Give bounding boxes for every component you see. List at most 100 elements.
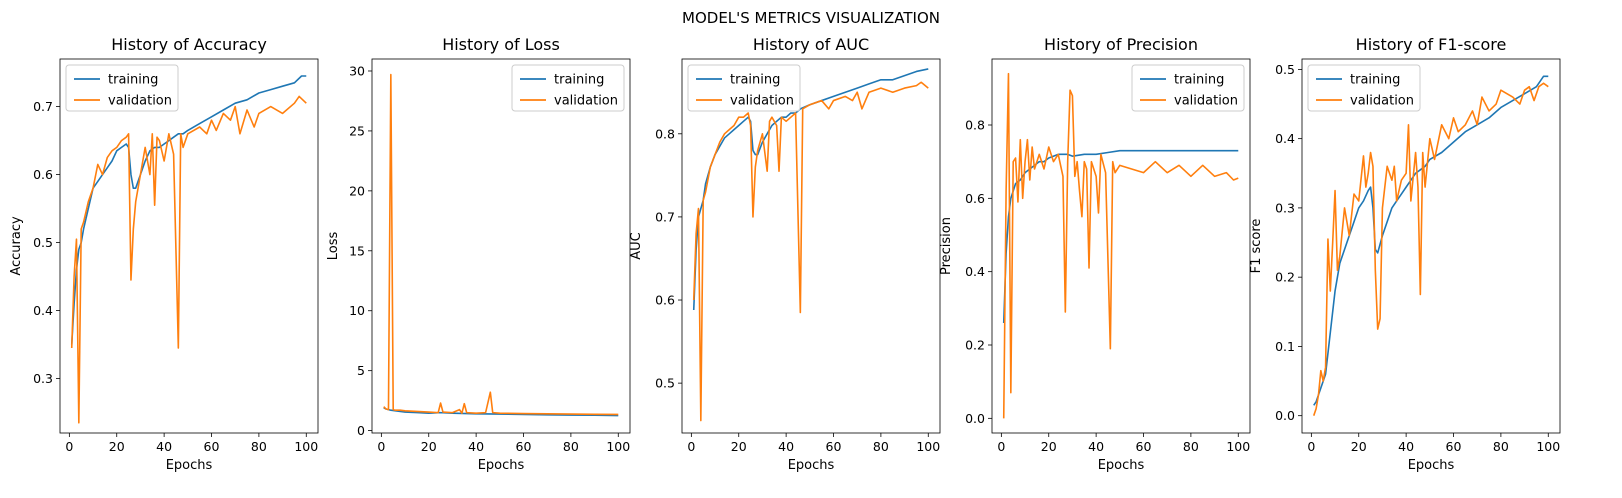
panel-accuracy: History of Accuracy 0 20 40 60 80 100 0.3 0.4 0.5… bbox=[9, 35, 319, 473]
legend-label-validation: validation bbox=[1174, 94, 1238, 109]
y-tick-label: 0.7 bbox=[655, 209, 675, 224]
panel-loss: History of Loss 0 20 40 60 80 100 0 5 10 15 20 25 30 E… bbox=[326, 35, 631, 473]
figure-suptitle: MODEL'S METRICS VISUALIZATION bbox=[682, 9, 940, 27]
x-tick-label: 100 bbox=[606, 439, 630, 454]
x-tick-label: 20 bbox=[731, 439, 747, 454]
plot-frame bbox=[1301, 58, 1561, 434]
x-tick-label: 80 bbox=[563, 439, 579, 454]
panel-auc: History of AUC 0 20 40 60 80 100 0.5 0.6 0.7 0.8 Ep… bbox=[629, 35, 941, 473]
x-tick-label: 80 bbox=[1493, 439, 1509, 454]
x-tick-label: 40 bbox=[1088, 439, 1104, 454]
y-tick-label: 15 bbox=[349, 243, 365, 258]
y-tick-label: 0.4 bbox=[1275, 131, 1295, 146]
panel-f1-score: History of F1-score 0 20 40 60 80 100 0.0 0.1 0.2… bbox=[1249, 35, 1561, 473]
x-tick-label: 0 bbox=[1307, 439, 1315, 454]
legend-label-validation: validation bbox=[554, 94, 618, 109]
y-tick-label: 0.5 bbox=[33, 235, 53, 250]
y-axis-label: Accuracy bbox=[9, 216, 24, 276]
x-axis-label: Epochs bbox=[1408, 458, 1455, 473]
legend-label-training: training bbox=[554, 73, 604, 88]
x-tick-label: 20 bbox=[1041, 439, 1057, 454]
x-tick-label: 0 bbox=[687, 439, 695, 454]
legend: training validation bbox=[1307, 64, 1421, 112]
y-tick-label: 0.6 bbox=[965, 191, 985, 206]
x-axis-label: Epochs bbox=[1098, 458, 1145, 473]
y-tick-label: 0.8 bbox=[655, 126, 675, 141]
x-tick-label: 40 bbox=[1398, 439, 1414, 454]
x-tick-label: 40 bbox=[156, 439, 172, 454]
panel-title: History of Loss bbox=[442, 35, 560, 54]
y-tick-label: 0.2 bbox=[965, 338, 985, 353]
series-line-training bbox=[1002, 149, 1239, 324]
x-tick-label: 80 bbox=[1183, 439, 1199, 454]
x-tick-label: 100 bbox=[916, 439, 940, 454]
panel-title: History of AUC bbox=[753, 35, 869, 54]
y-tick-label: 0.7 bbox=[33, 99, 53, 114]
series-line-training bbox=[1313, 75, 1549, 406]
x-tick-label: 80 bbox=[251, 439, 267, 454]
y-tick-label: 0.0 bbox=[965, 411, 985, 426]
panel-title: History of F1-score bbox=[1356, 35, 1507, 54]
legend-label-training: training bbox=[730, 73, 780, 88]
x-tick-label: 100 bbox=[1536, 439, 1560, 454]
y-tick-label: 25 bbox=[349, 123, 365, 138]
y-tick-label: 20 bbox=[349, 183, 365, 198]
panel-precision: History of Precision 0 20 40 60 80 100 0.0 0.2 0.… bbox=[939, 35, 1251, 473]
x-tick-label: 60 bbox=[826, 439, 842, 454]
x-tick-label: 60 bbox=[1446, 439, 1462, 454]
series-line-validation bbox=[383, 73, 619, 416]
y-tick-label: 0.3 bbox=[1275, 200, 1295, 215]
y-tick-label: 0.5 bbox=[655, 376, 675, 391]
x-tick-label: 0 bbox=[997, 439, 1005, 454]
x-tick-label: 60 bbox=[1136, 439, 1152, 454]
legend: training validation bbox=[511, 64, 625, 112]
panel-title: History of Accuracy bbox=[111, 35, 267, 54]
legend-label-validation: validation bbox=[730, 94, 794, 109]
y-tick-label: 0.8 bbox=[965, 118, 985, 133]
legend: training validation bbox=[1131, 64, 1245, 112]
y-tick-label: 0.3 bbox=[33, 371, 53, 386]
x-tick-label: 20 bbox=[109, 439, 125, 454]
panel-title: History of Precision bbox=[1044, 35, 1198, 54]
plot-frame bbox=[681, 58, 941, 434]
plot-frame bbox=[371, 58, 631, 434]
legend-label-training: training bbox=[1350, 73, 1400, 88]
x-tick-label: 40 bbox=[468, 439, 484, 454]
y-tick-label: 10 bbox=[349, 303, 365, 318]
x-tick-label: 60 bbox=[516, 439, 532, 454]
x-tick-label: 80 bbox=[873, 439, 889, 454]
x-tick-label: 100 bbox=[294, 439, 318, 454]
y-tick-label: 0.2 bbox=[1275, 270, 1295, 285]
legend: training validation bbox=[65, 64, 179, 112]
y-tick-label: 30 bbox=[349, 63, 365, 78]
series-line-validation bbox=[1312, 82, 1549, 416]
series-line-training bbox=[70, 75, 307, 345]
y-tick-label: 0.4 bbox=[33, 303, 53, 318]
y-axis-label: F1 score bbox=[1249, 219, 1264, 274]
y-axis-label: AUC bbox=[629, 232, 644, 260]
y-tick-label: 0 bbox=[357, 423, 365, 438]
y-tick-label: 0.0 bbox=[1275, 408, 1295, 423]
legend-label-validation: validation bbox=[108, 94, 172, 109]
x-tick-label: 20 bbox=[421, 439, 437, 454]
series-line-validation bbox=[692, 81, 929, 422]
legend-label-training: training bbox=[1174, 73, 1224, 88]
y-axis-label: Loss bbox=[326, 232, 341, 261]
x-tick-label: 40 bbox=[778, 439, 794, 454]
y-tick-label: 0.6 bbox=[655, 293, 675, 308]
legend-label-validation: validation bbox=[1350, 94, 1414, 109]
y-tick-label: 0.1 bbox=[1275, 339, 1295, 354]
y-tick-label: 5 bbox=[357, 363, 365, 378]
x-axis-label: Epochs bbox=[166, 458, 213, 473]
x-axis-label: Epochs bbox=[478, 458, 525, 473]
plot-frame bbox=[991, 58, 1251, 434]
x-tick-label: 60 bbox=[204, 439, 220, 454]
plot-frame bbox=[59, 58, 319, 434]
y-tick-label: 0.5 bbox=[1275, 62, 1295, 77]
legend: training validation bbox=[687, 64, 801, 112]
y-axis-label: Precision bbox=[939, 217, 954, 275]
legend-label-training: training bbox=[108, 73, 158, 88]
x-tick-label: 0 bbox=[377, 439, 385, 454]
x-tick-label: 0 bbox=[65, 439, 73, 454]
